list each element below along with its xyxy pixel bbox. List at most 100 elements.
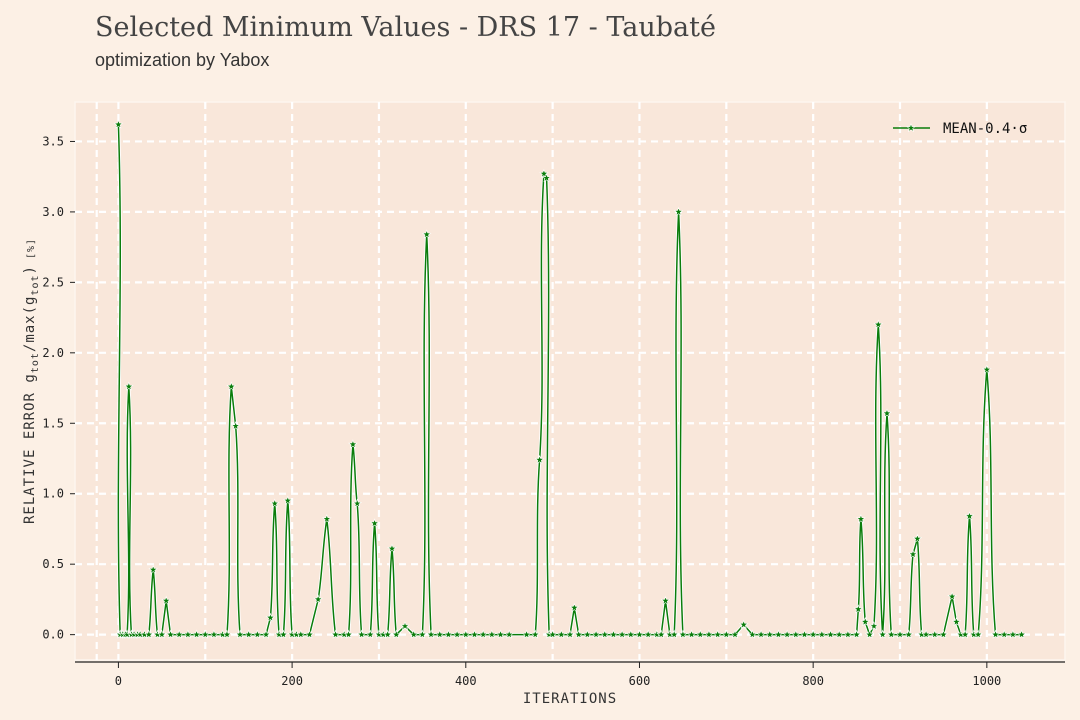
data-point <box>851 629 862 639</box>
data-point <box>165 629 176 639</box>
data-point <box>834 629 845 639</box>
legend-marker <box>906 122 916 133</box>
data-point <box>222 629 232 639</box>
data-point <box>534 454 545 464</box>
data-point <box>269 498 280 508</box>
x-tick: 0 <box>115 662 122 688</box>
data-point <box>981 364 992 374</box>
plot-area <box>74 101 1066 661</box>
x-axis-label: ITERATIONS <box>523 691 617 707</box>
data-point <box>352 498 363 508</box>
data-point <box>973 629 984 639</box>
data-point <box>313 594 324 604</box>
data-point <box>886 629 897 639</box>
y-tick: 0.5 <box>42 557 75 571</box>
data-point <box>929 629 940 639</box>
data-point <box>369 518 380 528</box>
data-point <box>143 629 154 639</box>
data-point <box>864 629 875 639</box>
y-tick: 0.0 <box>42 628 75 642</box>
data-point <box>356 629 367 639</box>
data-point <box>408 629 419 639</box>
data-point <box>452 629 462 639</box>
data-point <box>686 629 697 639</box>
y-tick: 1.0 <box>42 487 75 501</box>
data-point <box>764 629 775 639</box>
y-tick-label: 2.5 <box>42 275 64 289</box>
x-ticks: 0 200 400 600 800 1000 <box>115 662 1001 688</box>
data-point <box>156 629 167 639</box>
data-point <box>730 629 740 639</box>
x-tick: 1000 <box>972 662 1001 688</box>
data-point <box>539 168 549 179</box>
data-point <box>869 621 879 631</box>
data-point <box>421 229 432 239</box>
data-point <box>773 629 784 639</box>
data-point <box>816 629 827 639</box>
y-axis-label-post: ) <box>22 265 38 274</box>
data-point <box>1016 629 1027 639</box>
data-point <box>895 629 905 639</box>
data-point <box>556 629 567 639</box>
data-point <box>365 629 376 639</box>
y-tick-label: 0.0 <box>42 628 64 642</box>
data-point <box>400 621 410 631</box>
data-point <box>738 619 749 629</box>
data-point <box>191 629 202 639</box>
data-point <box>541 173 552 183</box>
data-point <box>304 629 315 639</box>
data-point <box>174 629 185 639</box>
data-point <box>634 629 645 639</box>
data-point <box>183 629 193 639</box>
data-point <box>226 381 237 391</box>
data-point <box>321 514 332 524</box>
x-tick: 400 <box>455 662 477 688</box>
series-line <box>117 124 1022 636</box>
legend: MEAN-0.4·σ <box>893 121 1027 137</box>
data-point <box>960 629 970 639</box>
data-point <box>825 629 836 639</box>
data-point <box>756 629 766 639</box>
data-point <box>704 629 714 639</box>
data-point <box>903 629 914 639</box>
data-point <box>434 629 445 639</box>
data-point <box>278 629 289 639</box>
data-point <box>938 629 949 639</box>
data-point <box>873 319 884 329</box>
data-point <box>261 629 271 639</box>
x-tick-label: 0 <box>115 674 122 688</box>
data-point <box>230 421 241 431</box>
data-point <box>799 629 810 639</box>
y-tick: 3.0 <box>42 205 75 219</box>
data-point <box>712 629 723 639</box>
data-point <box>599 629 610 639</box>
data-point <box>417 629 428 639</box>
data-point <box>565 629 575 639</box>
data-point <box>469 629 480 639</box>
chart-subtitle: optimization by Yabox <box>95 50 270 70</box>
data-point <box>782 629 792 639</box>
y-axis-label-unit: [%] <box>26 238 37 259</box>
data-point <box>161 595 172 605</box>
x-tick-label: 400 <box>455 674 477 688</box>
y-axis-label-sub1: tot <box>30 352 41 373</box>
y-tick-label: 1.0 <box>42 487 64 501</box>
data-point <box>443 629 454 639</box>
data-point <box>530 629 541 639</box>
y-tick-label: 0.5 <box>42 557 64 571</box>
data-point <box>252 629 263 639</box>
data-point <box>656 629 667 639</box>
data-point <box>569 602 580 613</box>
data-point <box>243 629 254 639</box>
data-point <box>295 629 306 639</box>
data-point <box>990 629 1001 639</box>
y-axis-label: RELATIVE ERROR gtot/max(gtot)[%] <box>22 238 41 524</box>
data-point <box>790 629 801 639</box>
data-point <box>387 543 397 553</box>
data-point <box>721 629 732 639</box>
data-point <box>282 495 293 505</box>
data-point <box>999 629 1010 639</box>
data-point <box>608 629 619 639</box>
data-point <box>478 629 489 639</box>
